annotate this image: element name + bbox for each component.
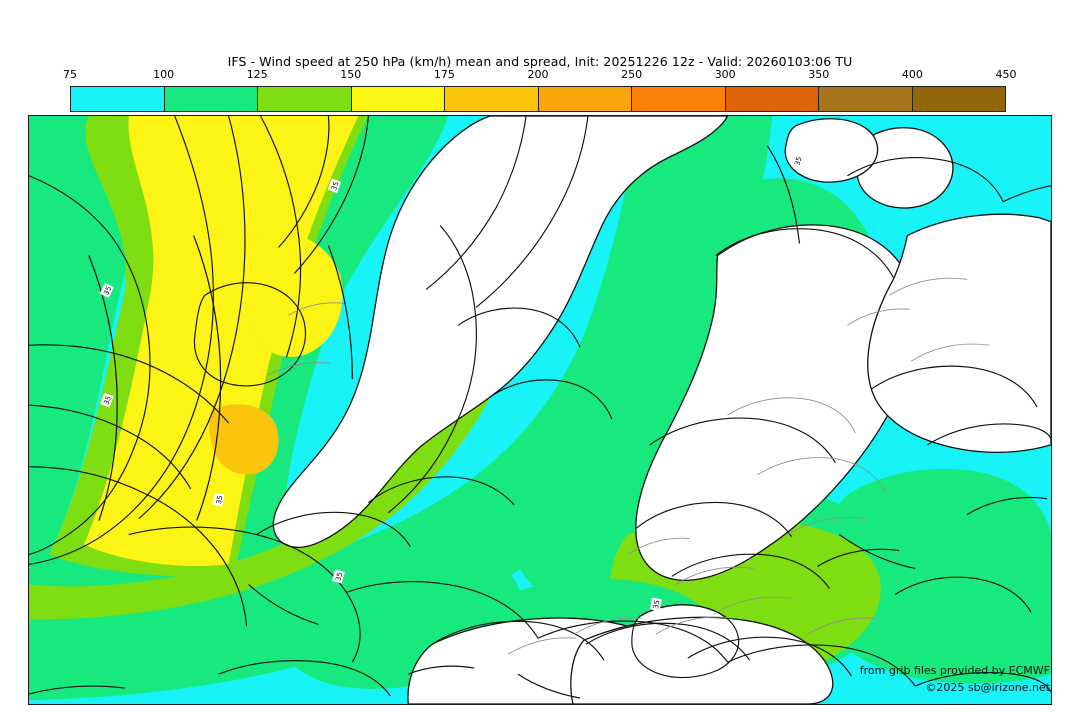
svg-text:35: 35 <box>215 495 224 505</box>
colorbar-band-350-400 <box>819 87 913 111</box>
colorbar-band-300-350 <box>725 87 819 111</box>
nw-africa <box>570 616 834 704</box>
colorbar-tick-labels: 75 100 125 150 175 200 250 300 350 400 450 <box>63 68 1017 86</box>
coastlines <box>29 116 1051 697</box>
colorbar-tick-75: 75 <box>63 68 77 81</box>
weather-map[interactable]: 35 35 35 35 35 35 35 35 <box>28 115 1052 705</box>
colorbar-tick-175: 175 <box>433 68 455 81</box>
colorbar-band-100-125 <box>164 87 258 111</box>
colorbar-band-150-175 <box>351 87 445 111</box>
colorbar-band-200-250 <box>538 87 632 111</box>
colorbar-tick-400: 400 <box>901 68 923 81</box>
colorbar-tick-150: 150 <box>340 68 362 81</box>
colorbar: 75 100 125 150 175 200 250 300 350 400 450 <box>63 68 1017 112</box>
svg-text:35: 35 <box>334 571 344 582</box>
colorbar-tick-125: 125 <box>246 68 268 81</box>
colorbar-bands <box>70 86 1006 112</box>
svg-text:35: 35 <box>793 156 803 167</box>
colorbar-tick-100: 100 <box>153 68 175 81</box>
contour-value-labels: 35 35 35 35 35 35 35 35 <box>99 153 804 612</box>
svg-text:35: 35 <box>652 599 661 609</box>
chart-title: IFS - Wind speed at 250 hPa (km/h) mean … <box>227 54 853 69</box>
svg-text:35: 35 <box>103 395 114 406</box>
country-borders <box>268 277 990 655</box>
colorbar-tick-300: 300 <box>714 68 736 81</box>
greenland <box>272 116 729 548</box>
colorbar-band-250-300 <box>632 87 726 111</box>
colorbar-band-75-100 <box>71 87 165 111</box>
russia-nw <box>867 213 1051 453</box>
colorbar-tick-350: 350 <box>808 68 830 81</box>
svg-text:35: 35 <box>102 285 113 296</box>
colorbar-tick-250: 250 <box>621 68 643 81</box>
scandinavia <box>635 224 918 582</box>
colorbar-band-125-150 <box>258 87 352 111</box>
colorbar-band-400-450 <box>912 87 1005 111</box>
copyright-credit: ©2025 sb@irizone.net <box>925 681 1050 694</box>
svg-text:35: 35 <box>330 181 341 192</box>
svalbard-west <box>784 118 879 183</box>
spread-contours <box>88 145 916 699</box>
map-canvas: 35 35 35 35 35 35 35 35 <box>29 116 1051 704</box>
source-credit: from grib files provided by ECMWF <box>859 664 1050 677</box>
colorbar-band-175-200 <box>445 87 539 111</box>
colorbar-tick-450: 450 <box>995 68 1017 81</box>
colorbar-tick-200: 200 <box>527 68 549 81</box>
